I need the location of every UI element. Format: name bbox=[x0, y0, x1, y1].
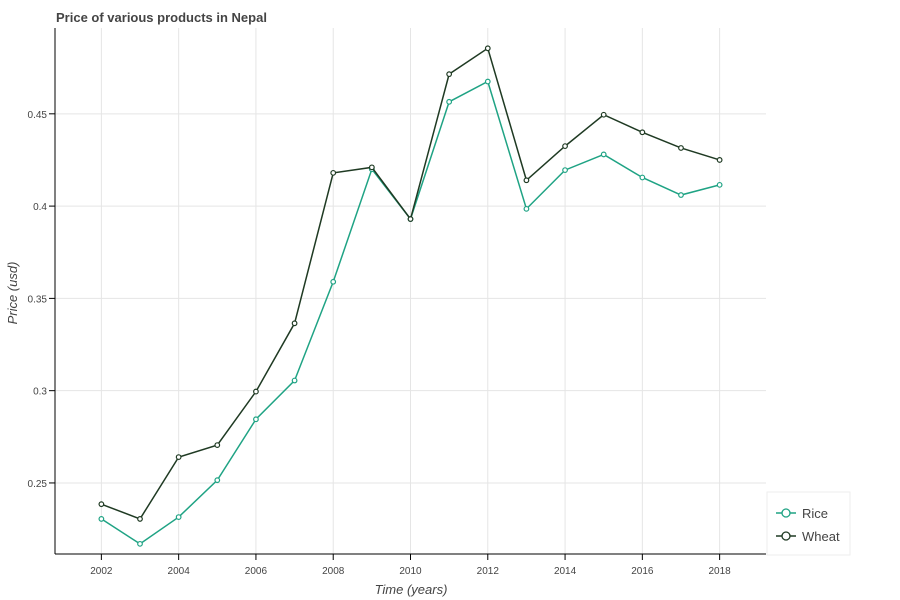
x-tick-label: 2008 bbox=[322, 566, 345, 577]
axes: 2002 2004 2006 2008 2010 2012 2014 2016 2018 0.25… bbox=[28, 28, 766, 577]
wheat-point bbox=[291, 320, 298, 327]
rice-point bbox=[639, 174, 646, 181]
x-tick-label: 2016 bbox=[631, 566, 654, 577]
wheat-point bbox=[639, 129, 646, 136]
grid bbox=[55, 28, 766, 554]
y-tick-label: 0.4 bbox=[33, 202, 47, 213]
rice-point bbox=[253, 416, 259, 423]
x-tick-label: 2012 bbox=[477, 566, 500, 577]
rice-point bbox=[291, 377, 298, 384]
wheat-point bbox=[678, 145, 684, 151]
x-tick-label: 2014 bbox=[554, 566, 577, 577]
legend-marker-rice bbox=[781, 508, 791, 518]
rice-point bbox=[330, 278, 337, 285]
wheat-point bbox=[446, 71, 453, 78]
wheat-point bbox=[98, 501, 105, 508]
rice-point bbox=[562, 167, 568, 174]
legend-item-wheat: Wheat bbox=[776, 529, 840, 544]
wheat-point bbox=[175, 454, 182, 461]
wheat-point bbox=[214, 442, 221, 449]
legend-box bbox=[766, 491, 851, 556]
rice-point bbox=[175, 514, 182, 520]
wheat-series bbox=[98, 45, 723, 522]
wheat-point bbox=[407, 216, 414, 222]
wheat-point bbox=[562, 143, 568, 150]
rice-point bbox=[98, 516, 105, 522]
x-tick-label: 2006 bbox=[245, 566, 268, 577]
x-tick-label: 2010 bbox=[399, 566, 422, 577]
y-tick-label: 0.45 bbox=[28, 110, 48, 121]
y-tick-label: 0.35 bbox=[28, 294, 48, 305]
wheat-point bbox=[523, 177, 530, 184]
rice-point bbox=[214, 477, 221, 484]
y-axis-label: Price (usd) bbox=[5, 262, 20, 325]
rice-point bbox=[446, 98, 453, 105]
series-layer bbox=[98, 45, 723, 547]
chart-title: Price of various products in Nepal bbox=[56, 10, 267, 25]
rice-point bbox=[484, 78, 491, 85]
y-tick-label: 0.3 bbox=[33, 387, 47, 398]
wheat-point bbox=[484, 45, 491, 52]
legend: Rice Wheat bbox=[766, 491, 851, 556]
rice-point bbox=[678, 192, 684, 198]
x-tick-label: 2018 bbox=[709, 566, 732, 577]
rice-point bbox=[137, 540, 143, 547]
wheat-point bbox=[253, 388, 259, 395]
x-axis-label: Time (years) bbox=[375, 582, 448, 597]
legend-label-rice: Rice bbox=[802, 506, 828, 521]
rice-point bbox=[716, 181, 723, 188]
rice-point bbox=[600, 151, 607, 158]
legend-label-wheat: Wheat bbox=[802, 529, 840, 544]
wheat-point bbox=[368, 164, 375, 171]
wheat-point bbox=[716, 157, 723, 163]
rice-point bbox=[523, 205, 530, 212]
legend-item-rice: Rice bbox=[776, 506, 828, 521]
y-tick-label: 0.25 bbox=[28, 479, 48, 490]
x-tick-label: 2004 bbox=[168, 566, 191, 577]
wheat-point bbox=[137, 516, 143, 522]
legend-marker-wheat bbox=[781, 531, 791, 541]
wheat-point bbox=[600, 111, 607, 118]
wheat-point bbox=[330, 169, 337, 176]
x-tick-label: 2002 bbox=[90, 566, 113, 577]
